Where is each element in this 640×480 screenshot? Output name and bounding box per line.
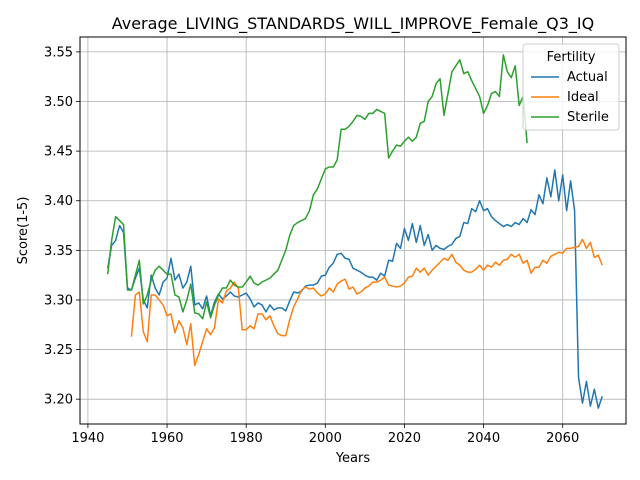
y-tick-label: 3.50	[44, 95, 73, 110]
y-tick-label: 3.40	[44, 194, 73, 209]
legend-label-actual: Actual	[567, 70, 608, 85]
series-line-sterile	[106, 54, 528, 320]
legend-box	[522, 43, 620, 131]
chart-title: Average_LIVING_STANDARDS_WILL_IMPROVE_Fe…	[112, 14, 595, 34]
legend-label-sterile: Sterile	[567, 110, 609, 125]
y-tick-label: 3.30	[44, 293, 73, 308]
y-tick-label: 3.35	[44, 244, 73, 259]
x-tick-label: 1960	[150, 431, 183, 446]
series-line-actual	[106, 169, 603, 409]
y-tick-label: 3.20	[44, 393, 73, 408]
x-tick-label: 1940	[71, 431, 104, 446]
x-tick-label: 2000	[309, 431, 342, 446]
legend-title: Fertility	[547, 50, 596, 65]
gridlines	[80, 37, 626, 424]
x-tick-label: 2020	[388, 431, 421, 446]
y-axis-title: Score(1-5)	[16, 197, 31, 265]
y-axis-ticks: 3.20 3.25 3.30 3.35 3.40 3.45 3.50 3.55	[44, 45, 80, 408]
series-line-ideal	[130, 238, 603, 367]
legend: Fertility Actual Ideal Sterile	[522, 43, 620, 131]
series-lines	[106, 54, 603, 409]
x-tick-label: 2040	[467, 431, 500, 446]
x-axis-ticks: 1940 1960 1980 2000 2020 2040 2060	[71, 424, 579, 446]
y-tick-label: 3.45	[44, 145, 73, 160]
y-tick-label: 3.25	[44, 343, 73, 358]
x-tick-label: 2060	[546, 431, 579, 446]
x-tick-label: 1980	[230, 431, 263, 446]
x-axis-title: Years	[335, 451, 371, 466]
legend-label-ideal: Ideal	[567, 90, 599, 105]
legend-items: Actual Ideal Sterile	[531, 70, 609, 125]
plot-frame	[79, 36, 627, 425]
y-tick-label: 3.55	[44, 45, 73, 60]
